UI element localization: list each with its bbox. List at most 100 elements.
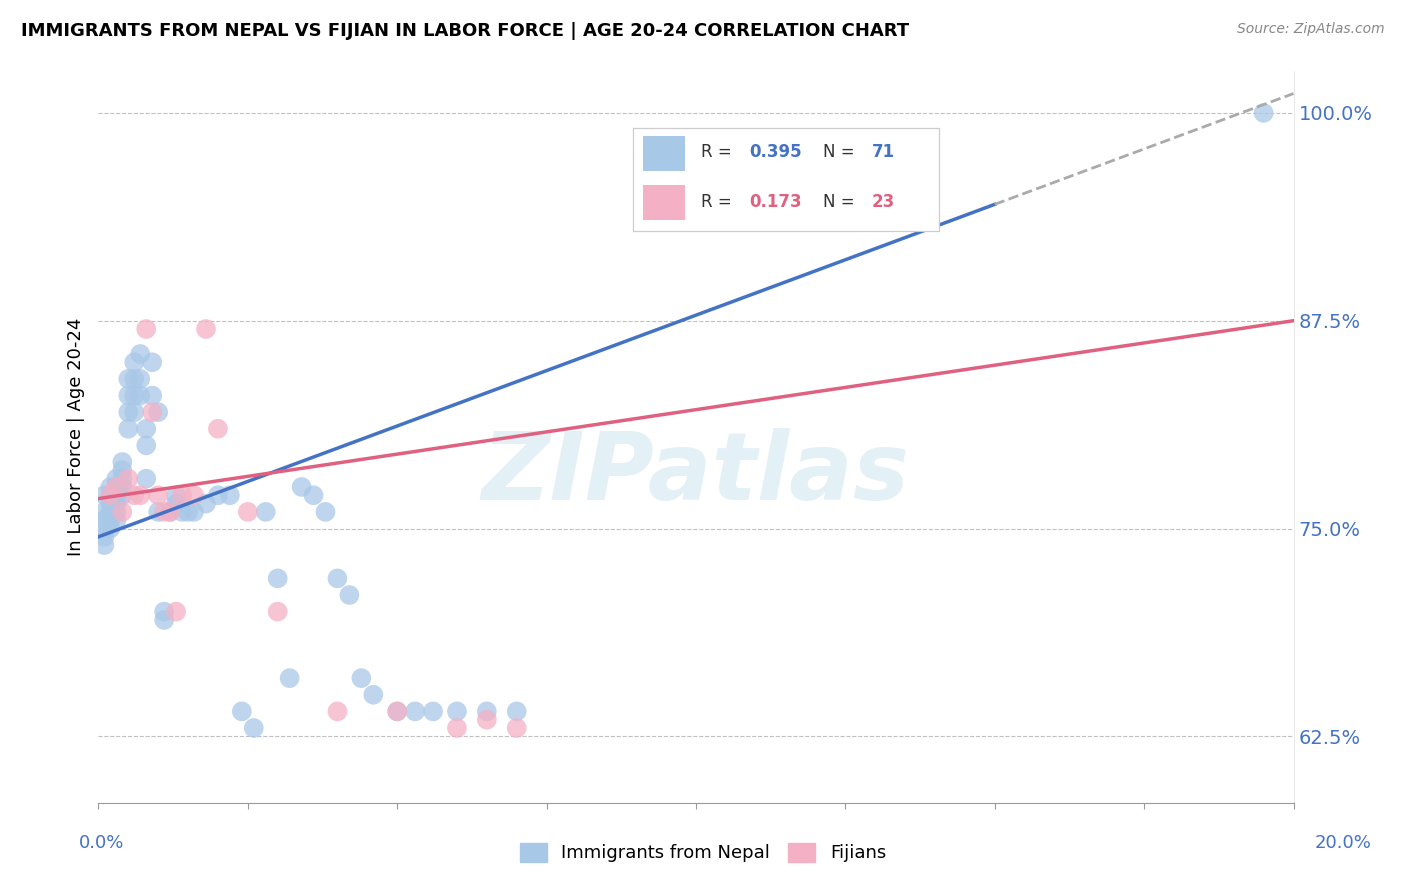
Point <box>159 505 181 519</box>
Text: N =: N = <box>823 144 859 161</box>
Point <box>339 588 361 602</box>
Point <box>446 721 468 735</box>
Text: N =: N = <box>823 193 859 211</box>
Legend: Immigrants from Nepal, Fijians: Immigrants from Nepal, Fijians <box>513 836 893 870</box>
Point <box>475 713 498 727</box>
Point <box>93 513 115 527</box>
Point <box>105 480 128 494</box>
Point <box>254 505 277 519</box>
Point <box>117 388 139 402</box>
Point <box>506 721 529 735</box>
Point <box>153 613 176 627</box>
Point <box>111 455 134 469</box>
Point <box>148 505 170 519</box>
Point <box>506 704 529 718</box>
Point <box>105 505 128 519</box>
Point <box>98 480 122 494</box>
Point <box>326 704 349 718</box>
Point <box>129 347 152 361</box>
Point <box>117 422 139 436</box>
Point <box>124 372 146 386</box>
Point <box>124 488 146 502</box>
Point <box>93 505 115 519</box>
Point <box>148 405 170 419</box>
Point <box>165 605 187 619</box>
Point <box>129 488 152 502</box>
Point <box>363 688 385 702</box>
Point <box>98 488 122 502</box>
Point <box>105 480 128 494</box>
Text: 0.395: 0.395 <box>749 144 801 161</box>
Point <box>183 488 205 502</box>
Point <box>117 472 139 486</box>
Point <box>141 355 163 369</box>
Text: R =: R = <box>700 144 737 161</box>
Point <box>267 571 290 585</box>
Point <box>93 530 115 544</box>
Point <box>207 422 229 436</box>
Point <box>1253 106 1275 120</box>
Point <box>207 488 229 502</box>
Point <box>105 488 128 502</box>
Point <box>153 605 176 619</box>
Point <box>172 505 194 519</box>
Text: 0.0%: 0.0% <box>79 834 124 852</box>
Point <box>315 505 337 519</box>
Point <box>219 488 242 502</box>
Point <box>172 488 194 502</box>
Point <box>326 571 349 585</box>
Point <box>93 521 115 535</box>
Point <box>98 497 122 511</box>
Point <box>195 497 218 511</box>
Point <box>111 505 134 519</box>
Point <box>422 704 444 718</box>
Point <box>135 322 157 336</box>
Point <box>111 488 134 502</box>
Text: 71: 71 <box>872 144 894 161</box>
Point <box>111 472 134 486</box>
Text: 20.0%: 20.0% <box>1315 834 1371 852</box>
Point <box>105 497 128 511</box>
Point <box>404 704 426 718</box>
Text: 23: 23 <box>872 193 894 211</box>
Point <box>385 704 409 718</box>
Point <box>124 405 146 419</box>
Point <box>141 388 163 402</box>
Point <box>236 505 259 519</box>
Point <box>135 438 157 452</box>
Point <box>385 704 409 718</box>
Point <box>148 488 170 502</box>
Point <box>98 513 122 527</box>
Point <box>93 538 115 552</box>
Point <box>124 388 146 402</box>
Point <box>117 372 139 386</box>
Point <box>124 355 146 369</box>
Point <box>177 505 200 519</box>
Point <box>105 513 128 527</box>
Point <box>135 472 157 486</box>
Point <box>98 488 122 502</box>
Point <box>129 388 152 402</box>
Point <box>93 488 115 502</box>
Point <box>475 704 498 718</box>
Text: Source: ZipAtlas.com: Source: ZipAtlas.com <box>1237 22 1385 37</box>
Point <box>111 463 134 477</box>
Point <box>302 488 325 502</box>
Text: 0.173: 0.173 <box>749 193 801 211</box>
Point <box>165 497 187 511</box>
Point <box>231 704 253 718</box>
Point <box>267 605 290 619</box>
Point <box>159 505 181 519</box>
Y-axis label: In Labor Force | Age 20-24: In Labor Force | Age 20-24 <box>66 318 84 557</box>
Point <box>98 521 122 535</box>
Point <box>141 405 163 419</box>
Point <box>129 372 152 386</box>
FancyBboxPatch shape <box>643 136 685 171</box>
Point <box>243 721 266 735</box>
Point <box>111 480 134 494</box>
Point <box>105 472 128 486</box>
FancyBboxPatch shape <box>643 186 685 220</box>
Point <box>165 488 187 502</box>
Point <box>183 505 205 519</box>
Point <box>153 505 176 519</box>
